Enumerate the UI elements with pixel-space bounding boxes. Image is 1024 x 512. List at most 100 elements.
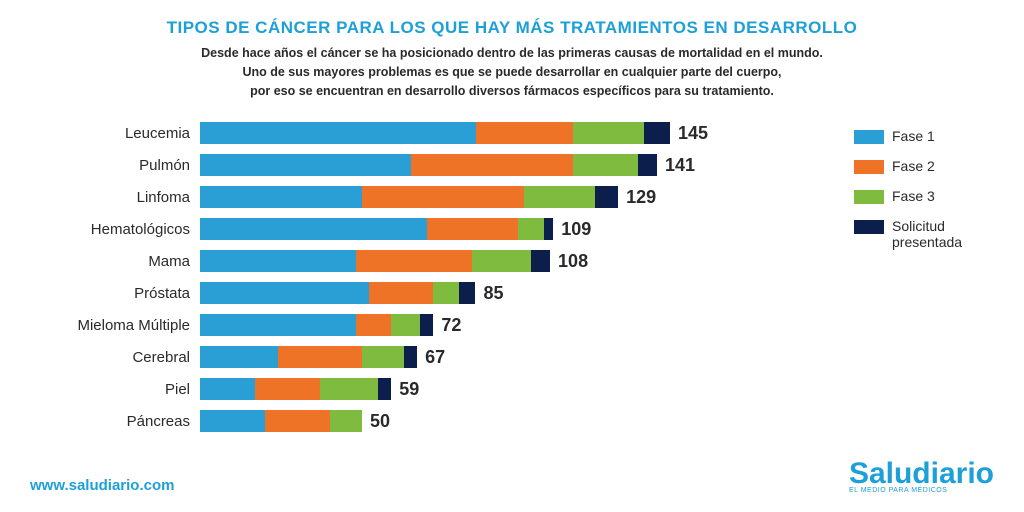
bar-area: 145 (200, 118, 824, 148)
source-url: www.saludiario.com (30, 477, 174, 494)
legend-item: Fase 2 (854, 158, 994, 174)
bar-segment-fase2 (476, 122, 573, 144)
legend-item: Fase 1 (854, 128, 994, 144)
subtitle-line-2: Uno de sus mayores problemas es que se p… (242, 65, 781, 79)
bar-total-value: 59 (399, 379, 419, 400)
category-label: Piel (30, 381, 200, 398)
stacked-bar (200, 154, 657, 176)
bar-segment-fase1 (200, 186, 362, 208)
legend-item: Solicitud presentada (854, 218, 994, 250)
chart-row: Próstata85 (30, 278, 824, 308)
stacked-bar (200, 314, 433, 336)
chart-row: Pulmón 141 (30, 150, 824, 180)
bar-segment-solicitud (404, 346, 417, 368)
bar-segment-solicitud (531, 250, 550, 272)
bar-segment-fase1 (200, 410, 265, 432)
bar-segment-fase3 (362, 346, 404, 368)
legend-item: Fase 3 (854, 188, 994, 204)
bar-segment-fase3 (320, 378, 378, 400)
bar-total-value: 141 (665, 155, 695, 176)
bar-segment-fase3 (518, 218, 544, 240)
chart-row: Leucemia 145 (30, 118, 824, 148)
bar-segment-fase3 (330, 410, 362, 432)
bar-area: 59 (200, 374, 824, 404)
bar-segment-solicitud (378, 378, 391, 400)
category-label: Páncreas (30, 413, 200, 430)
chart-row: Mama 108 (30, 246, 824, 276)
category-label: Mieloma Múltiple (30, 317, 200, 334)
bar-area: 72 (200, 310, 824, 340)
bar-segment-fase1 (200, 314, 356, 336)
stacked-bar (200, 250, 550, 272)
category-label: Linfoma (30, 189, 200, 206)
bar-segment-fase3 (472, 250, 530, 272)
stacked-bar-chart: Leucemia 145 Pulmón 141 Linfoma129 Hematológi… (30, 118, 824, 438)
bar-segment-fase2 (362, 186, 524, 208)
brand-logo-text: Saludiario (849, 460, 994, 487)
bar-segment-fase2 (369, 282, 434, 304)
bar-segment-solicitud (459, 282, 475, 304)
bar-area: 67 (200, 342, 824, 372)
bar-segment-solicitud (595, 186, 618, 208)
bar-area: 50 (200, 406, 824, 436)
bar-segment-fase2 (356, 250, 473, 272)
stacked-bar (200, 346, 417, 368)
footer: www.saludiario.com Saludiario EL MEDIO P… (30, 460, 994, 494)
bar-segment-fase1 (200, 346, 278, 368)
legend-swatch (854, 160, 884, 174)
bar-segment-solicitud (638, 154, 657, 176)
bar-total-value: 145 (678, 123, 708, 144)
bar-segment-fase2 (356, 314, 392, 336)
legend: Fase 1 Fase 2 Fase 3 Solicitud presentada (824, 118, 994, 264)
bar-area: 109 (200, 214, 824, 244)
chart-row: Mieloma Múltiple72 (30, 310, 824, 340)
bar-segment-fase1 (200, 122, 476, 144)
chart-subtitle: Desde hace años el cáncer se ha posicion… (30, 44, 994, 100)
bar-segment-fase3 (391, 314, 420, 336)
bar-segment-fase1 (200, 154, 411, 176)
chart-row: Páncreas 50 (30, 406, 824, 436)
bar-total-value: 85 (483, 283, 503, 304)
subtitle-line-1: Desde hace años el cáncer se ha posicion… (201, 46, 823, 60)
stacked-bar (200, 282, 475, 304)
stacked-bar (200, 410, 362, 432)
bar-segment-solicitud (644, 122, 670, 144)
bar-segment-fase3 (573, 122, 644, 144)
stacked-bar (200, 218, 553, 240)
bar-segment-fase2 (427, 218, 518, 240)
chart-area: Leucemia 145 Pulmón 141 Linfoma129 Hematológi… (30, 118, 994, 438)
stacked-bar (200, 378, 391, 400)
legend-label: Fase 1 (892, 128, 935, 144)
bar-segment-fase2 (411, 154, 573, 176)
bar-segment-fase1 (200, 218, 427, 240)
bar-segment-fase1 (200, 282, 369, 304)
bar-segment-fase2 (278, 346, 362, 368)
bar-segment-fase1 (200, 378, 255, 400)
category-label: Pulmón (30, 157, 200, 174)
chart-row: Linfoma129 (30, 182, 824, 212)
chart-title: TIPOS DE CÁNCER PARA LOS QUE HAY MÁS TRA… (30, 18, 994, 38)
category-label: Hematológicos (30, 221, 200, 238)
bar-total-value: 50 (370, 411, 390, 432)
bar-segment-fase3 (433, 282, 459, 304)
bar-segment-fase1 (200, 250, 356, 272)
category-label: Cerebral (30, 349, 200, 366)
category-label: Leucemia (30, 125, 200, 142)
legend-label: Fase 2 (892, 158, 935, 174)
bar-segment-fase2 (265, 410, 330, 432)
bar-area: 141 (200, 150, 824, 180)
bar-segment-fase2 (255, 378, 320, 400)
stacked-bar (200, 122, 670, 144)
chart-row: Cerebral67 (30, 342, 824, 372)
bar-segment-solicitud (544, 218, 554, 240)
bar-area: 85 (200, 278, 824, 308)
legend-label: Fase 3 (892, 188, 935, 204)
legend-label: Solicitud presentada (892, 218, 994, 250)
category-label: Mama (30, 253, 200, 270)
legend-swatch (854, 220, 884, 234)
chart-row: Piel 59 (30, 374, 824, 404)
bar-total-value: 108 (558, 251, 588, 272)
bar-segment-fase3 (573, 154, 638, 176)
bar-segment-solicitud (420, 314, 433, 336)
bar-segment-fase3 (524, 186, 595, 208)
